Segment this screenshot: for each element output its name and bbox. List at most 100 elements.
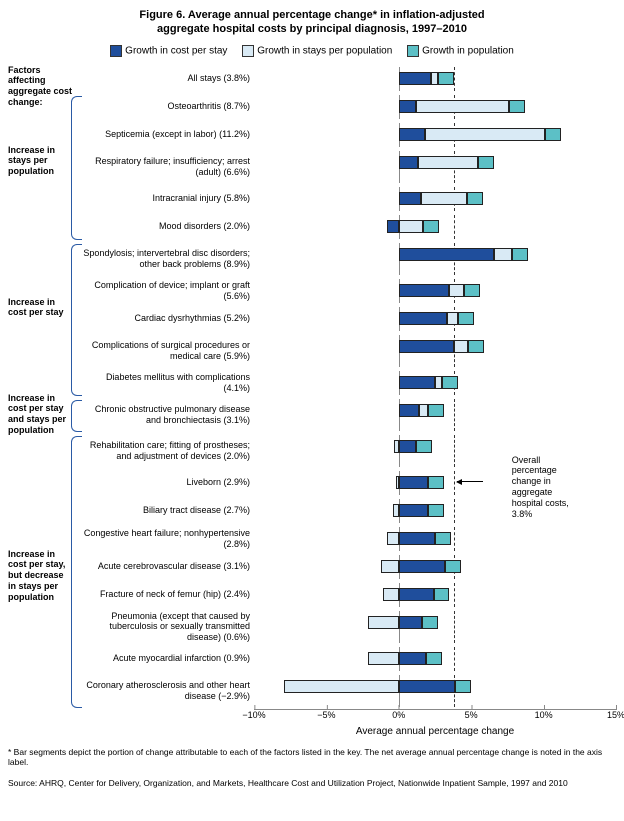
axis-tick: 5% — [465, 710, 478, 720]
bar-segment-spp — [419, 404, 428, 417]
bar-segment-spp — [381, 560, 398, 573]
row-label: Diabetes mellitus with complications (4.… — [80, 372, 254, 393]
bar-segment-spp — [449, 284, 463, 297]
row-label: Mood disorders (2.0%) — [80, 221, 254, 231]
bar-segment-spp — [368, 616, 398, 629]
row-label: Cardiac dysrhythmias (5.2%) — [80, 313, 254, 323]
row-label: Coronary atherosclerosis and other heart… — [80, 680, 254, 701]
chart-row: Spondylosis; intervertebral disc disorde… — [80, 241, 616, 277]
bar-segment-cps — [399, 312, 447, 325]
bar-segment-cps — [399, 192, 421, 205]
bar-segment-pop — [434, 588, 450, 601]
chart-row: All stays (3.8%) — [80, 65, 616, 93]
bar-segment-cps — [399, 652, 427, 665]
chart-row: Congestive heart failure; nonhypertensiv… — [80, 525, 616, 553]
row-label: Liveborn (2.9%) — [80, 477, 254, 487]
chart-row: Complication of device; implant or graft… — [80, 277, 616, 305]
chart-row: Liveborn (2.9%)Overall percentage change… — [80, 469, 616, 497]
bar-segment-pop — [435, 532, 451, 545]
bar-segment-cps — [399, 680, 455, 693]
chart-row: Biliary tract disease (2.7%) — [80, 497, 616, 525]
axis-tick: 10% — [535, 710, 553, 720]
chart-row: Diabetes mellitus with complications (4.… — [80, 369, 616, 397]
bar-segment-pop — [428, 476, 444, 489]
bar-segment-spp — [447, 312, 459, 325]
row-label: Congestive heart failure; nonhypertensiv… — [80, 528, 254, 549]
chart-row: Cardiac dysrhythmias (5.2%) — [80, 305, 616, 333]
axis-tick: −5% — [317, 710, 335, 720]
chart-row: Acute cerebrovascular disease (3.1%) — [80, 553, 616, 581]
rows-column: All stays (3.8%) Osteoarthritis (8.7%) Sep… — [80, 65, 616, 709]
bar-segment-spp — [396, 476, 399, 489]
groups-column: Factors affecting aggregate cost change:… — [8, 65, 80, 709]
bar-segment-pop — [458, 312, 474, 325]
chart-title: Figure 6. Average annual percentage chan… — [8, 8, 616, 37]
bar-segment-spp — [416, 100, 509, 113]
bar-segment-pop — [426, 652, 442, 665]
bar-segment-cps — [399, 248, 495, 261]
bar-segment-cps — [399, 616, 422, 629]
bar-segment-cps — [399, 156, 418, 169]
chart-row: Pneumonia (except that caused by tubercu… — [80, 609, 616, 645]
bar-segment-pop — [478, 156, 494, 169]
swatch-pop — [407, 45, 419, 57]
bar-segment-pop — [467, 192, 483, 205]
chart-row: Chronic obstructive pulmonary disease an… — [80, 397, 616, 433]
row-label: Acute cerebrovascular disease (3.1%) — [80, 561, 254, 571]
bar-segment-spp — [383, 588, 399, 601]
row-label: Chronic obstructive pulmonary disease an… — [80, 404, 254, 425]
group-label: Increase in cost per stay, but decrease … — [8, 549, 73, 603]
axis-tick: −10% — [242, 710, 265, 720]
bar-segment-spp — [494, 248, 511, 261]
row-label: Spondylosis; intervertebral disc disorde… — [80, 248, 254, 269]
x-axis: −10%−5%0%5%10%15% — [254, 709, 616, 724]
bar-segment-cps — [399, 128, 425, 141]
bar-segment-cps — [399, 376, 435, 389]
bar-segment-pop — [455, 680, 471, 693]
bar-segment-spp — [393, 504, 399, 517]
bar-segment-cps — [399, 284, 450, 297]
bar-segment-spp — [399, 220, 424, 233]
row-label: Acute myocardial infarction (0.9%) — [80, 653, 254, 663]
bar-segment-cps — [399, 476, 428, 489]
bar-segment-cps — [399, 440, 416, 453]
row-label: Osteoarthritis (8.7%) — [80, 101, 254, 111]
row-label: Septicemia (except in labor) (11.2%) — [80, 129, 254, 139]
bar-segment-pop — [512, 248, 528, 261]
bar-segment-cps — [399, 404, 419, 417]
x-axis-label: Average annual percentage change — [254, 726, 616, 737]
bar-segment-cps — [399, 100, 416, 113]
row-label: All stays (3.8%) — [80, 73, 254, 83]
bar-segment-pop — [445, 560, 461, 573]
bar-segment-pop — [428, 404, 444, 417]
bar-segment-spp — [284, 680, 398, 693]
chart-row: Complications of surgical procedures or … — [80, 333, 616, 369]
bar-segment-pop — [442, 376, 458, 389]
row-label: Biliary tract disease (2.7%) — [80, 505, 254, 515]
axis-tick: 15% — [607, 710, 624, 720]
bar-segment-spp — [431, 72, 438, 85]
bar-segment-cps — [399, 504, 428, 517]
groups-header: Factors affecting aggregate cost change: — [8, 65, 73, 108]
group-label: Increase in cost per stay and stays per … — [8, 393, 73, 436]
group-label: Increase in stays per population — [8, 145, 73, 177]
row-label: Rehabilitation care; fitting of prosthes… — [80, 440, 254, 461]
chart-row: Septicemia (except in labor) (11.2%) — [80, 121, 616, 149]
bar-segment-cps — [399, 588, 434, 601]
row-label: Complication of device; implant or graft… — [80, 280, 254, 301]
axis-tick: 0% — [392, 710, 405, 720]
bar-segment-spp — [387, 532, 399, 545]
chart-row: Osteoarthritis (8.7%) — [80, 93, 616, 121]
chart-row: Intracranial injury (5.8%) — [80, 185, 616, 213]
chart-row: Acute myocardial infarction (0.9%) — [80, 645, 616, 673]
swatch-spp — [242, 45, 254, 57]
bar-segment-pop — [509, 100, 525, 113]
bar-segment-spp — [418, 156, 479, 169]
footnote-1: * Bar segments depict the portion of cha… — [8, 747, 616, 768]
bar-segment-spp — [421, 192, 467, 205]
bar-segment-pop — [422, 616, 438, 629]
bar-segment-spp — [368, 652, 398, 665]
bar-segment-cps — [399, 340, 454, 353]
bar-segment-spp — [454, 340, 468, 353]
row-label: Pneumonia (except that caused by tubercu… — [80, 611, 254, 642]
